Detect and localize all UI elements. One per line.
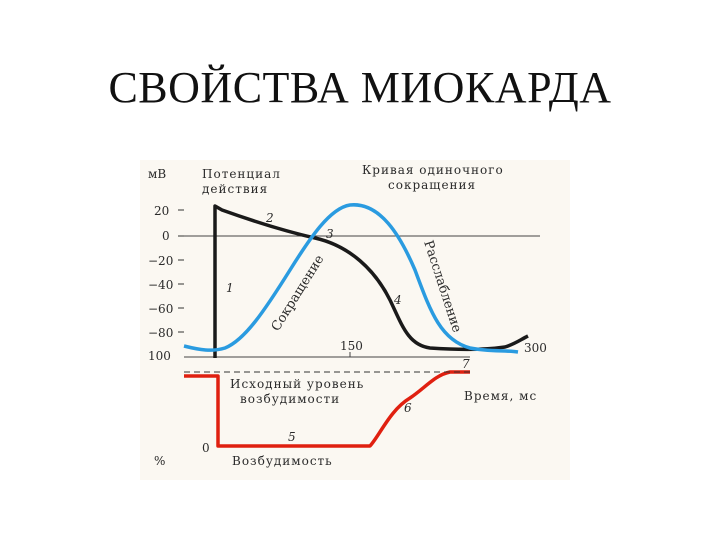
diagram-svg: мВ 20 0 −20 −40 −60 −80 100 150 300 Поте…: [148, 163, 547, 468]
label-time: Время, мс: [464, 389, 537, 403]
y-tick-minus60: −60: [148, 302, 173, 316]
excitability-curve: [184, 370, 470, 448]
curve-number-7: 7: [462, 357, 470, 371]
label-excitability: Возбудимость: [232, 454, 333, 468]
label-contraction: Сокращение: [269, 252, 328, 334]
curve-number-3: 3: [326, 227, 334, 241]
contraction-curve: [183, 203, 519, 354]
label-baseline-1: Исходный уровень: [230, 377, 364, 391]
x-tick-150: 150: [340, 339, 363, 353]
y-tick-0: 0: [162, 229, 170, 243]
curve-number-4: 4: [393, 293, 402, 307]
myocardium-diagram: мВ 20 0 −20 −40 −60 −80 100 150 300 Поте…: [140, 160, 570, 480]
y-unit-label: мВ: [148, 167, 166, 181]
label-percent: %: [154, 454, 165, 468]
header-action-potential-1: Потенциал: [202, 167, 281, 181]
header-contraction-curve-1: Кривая одиночного: [362, 163, 504, 177]
curve-number-6: 6: [404, 401, 412, 415]
label-baseline-2: возбудимости: [240, 392, 340, 406]
y-tick-minus40: −40: [148, 278, 173, 292]
y-tick-20: 20: [154, 204, 169, 218]
y-tick-minus20: −20: [148, 254, 173, 268]
curve-number-2: 2: [265, 211, 274, 225]
slide-title: СВОЙСТВА МИОКАРДА: [108, 63, 612, 112]
label-zero: 0: [202, 441, 210, 455]
y-tick-100: 100: [148, 349, 171, 363]
curve-number-1: 1: [226, 281, 234, 295]
label-relaxation: Расслабление: [420, 239, 464, 335]
action-potential-curve: [213, 204, 529, 358]
header-action-potential-2: действия: [202, 182, 268, 196]
x-tick-300: 300: [524, 341, 547, 355]
header-contraction-curve-2: сокращения: [388, 178, 476, 192]
curve-number-5: 5: [288, 430, 296, 444]
y-tick-minus80: −80: [148, 326, 173, 340]
